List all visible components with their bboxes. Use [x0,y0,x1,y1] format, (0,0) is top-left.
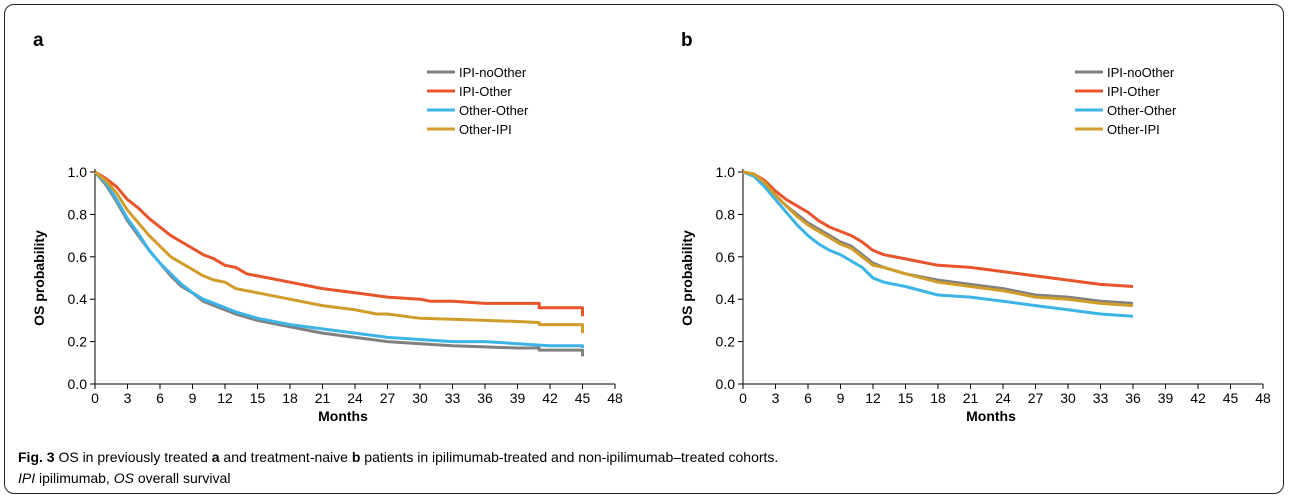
x-tick-label: 24 [995,390,1011,406]
y-axis-title: OS probability [31,230,47,326]
y-axis-title: OS probability [679,230,695,326]
y-tick-label: 0.6 [68,249,88,265]
caption-text-2: and treatment-naive [219,449,352,465]
figure-caption: Fig. 3 OS in previously treated a and tr… [18,447,1273,489]
x-tick-label: 30 [1060,390,1076,406]
x-tick-label: 3 [124,390,132,406]
legend-label: Other-Other [459,103,529,118]
figure-frame [4,4,1284,494]
caption-text-5: overall survival [133,470,231,486]
caption-fig-label: Fig. 3 [18,449,55,465]
x-tick-label: 15 [898,390,914,406]
x-tick-label: 6 [156,390,164,406]
series-line-other-other [93,170,584,348]
y-tick-label: 0.0 [68,376,88,392]
legend-label: Other-IPI [1107,122,1160,137]
y-tick-label: 0.8 [68,206,88,222]
panel-b-chart: b0 3 6 9 12 15 18 21 24 27 30 33 36 39 42 45 480.00.20.4… [679,30,1271,424]
legend-label: Other-Other [1107,103,1177,118]
x-tick-label: 33 [1093,390,1109,406]
x-tick-label: 6 [804,390,812,406]
x-tick-label: 33 [445,390,461,406]
x-tick-label: 39 [1158,390,1174,406]
x-tick-label: 45 [1223,390,1239,406]
legend-label: IPI-noOther [459,65,527,80]
caption-abbr-ipi: IPI [18,470,36,486]
panel-label: a [33,30,44,51]
y-tick-label: 0.2 [68,334,88,350]
x-tick-label: 3 [772,390,780,406]
y-tick-label: 0.4 [68,291,88,307]
x-tick-label: 9 [837,390,845,406]
y-tick-label: 0.8 [716,206,736,222]
caption-abbr-os: OS [113,470,134,486]
x-tick-label: 15 [250,390,266,406]
y-tick-label: 1.0 [716,164,736,180]
x-tick-label: 12 [865,390,881,406]
x-tick-label: 39 [510,390,526,406]
x-tick-label: 12 [217,390,233,406]
legend-label: IPI-Other [459,84,512,99]
x-tick-label: 24 [347,390,363,406]
y-tick-label: 0.4 [716,291,736,307]
caption-text-1: OS in previously treated [54,449,212,465]
x-tick-label: 27 [380,390,396,406]
x-tick-label: 48 [607,390,623,406]
x-tick-label: 21 [963,390,979,406]
x-tick-label: 18 [282,390,298,406]
x-tick-label: 21 [315,390,331,406]
y-tick-label: 0.2 [716,334,736,350]
panel-label: b [681,30,693,51]
y-tick-label: 0.6 [716,249,736,265]
caption-label-a: a [211,449,220,465]
x-tick-label: 48 [1255,390,1271,406]
x-tick-label: 9 [189,390,197,406]
x-tick-label: 36 [477,390,493,406]
series-line-ipi-other [742,170,1134,288]
x-tick-label: 42 [542,390,558,406]
x-axis-title: Months [318,408,368,424]
x-tick-label: 0 [739,390,747,406]
panel-a-chart: a0 3 6 9 12 15 18 21 24 27 30 33 36 39 42 45 480.00.20.4… [31,30,623,424]
series-line-other-ipi [742,170,1134,308]
x-axis-title: Months [966,408,1016,424]
caption-label-b: b [351,449,361,465]
x-tick-label: 30 [412,390,428,406]
x-tick-label: 36 [1125,390,1141,406]
y-tick-label: 0.0 [716,376,736,392]
x-tick-label: 0 [91,390,99,406]
x-tick-label: 27 [1028,390,1044,406]
legend-label: Other-IPI [459,122,512,137]
x-tick-label: 45 [575,390,591,406]
x-tick-label: 42 [1190,390,1206,406]
series-line-ipi-noother [93,171,584,357]
series-line-other-other [742,170,1134,318]
y-tick-label: 1.0 [68,164,88,180]
caption-text-4: ipilimumab, [35,470,114,486]
legend-label: IPI-Other [1107,84,1160,99]
series-line-other-ipi [94,170,584,334]
series-line-ipi-other [94,170,584,317]
legend-label: IPI-noOther [1107,65,1175,80]
x-tick-label: 18 [930,390,946,406]
caption-text-3: patients in ipilimumab-treated and non-i… [360,449,779,465]
